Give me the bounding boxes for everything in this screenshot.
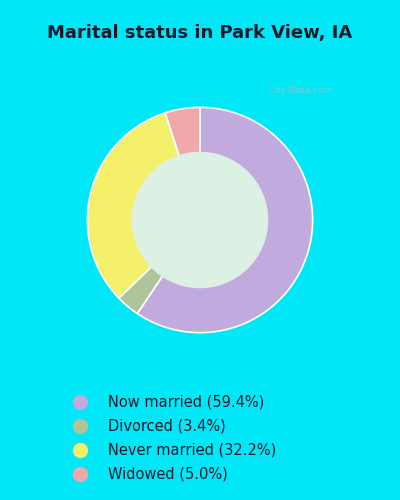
Wedge shape xyxy=(165,108,200,162)
Text: Marital status in Park View, IA: Marital status in Park View, IA xyxy=(47,24,353,42)
Wedge shape xyxy=(137,108,313,332)
Wedge shape xyxy=(87,113,181,298)
Text: Never married (32.2%): Never married (32.2%) xyxy=(108,442,276,457)
Text: Now married (59.4%): Now married (59.4%) xyxy=(108,394,264,409)
Text: Divorced (3.4%): Divorced (3.4%) xyxy=(108,418,226,433)
Text: Widowed (5.0%): Widowed (5.0%) xyxy=(108,466,228,481)
Circle shape xyxy=(132,152,268,288)
Wedge shape xyxy=(119,262,166,314)
Text: City-Data.com: City-Data.com xyxy=(268,86,333,94)
